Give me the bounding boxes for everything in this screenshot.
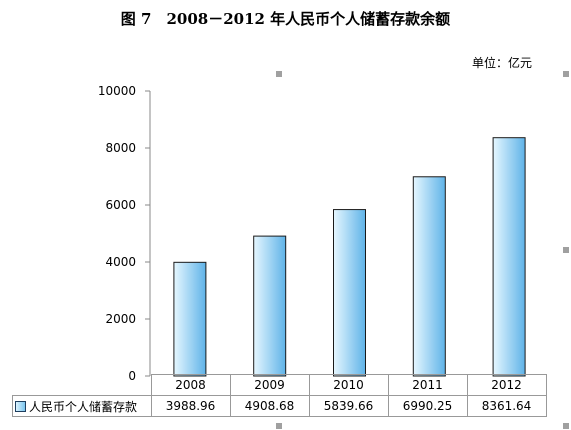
data-value: 5839.66 bbox=[308, 395, 389, 417]
bar-series bbox=[173, 137, 526, 377]
series-name: 人民币个人储蓄存款 bbox=[29, 399, 138, 414]
y-tick-label: 2000 bbox=[105, 312, 136, 326]
resize-handle-right[interactable] bbox=[563, 71, 569, 77]
category-label: 2008 bbox=[150, 374, 231, 396]
data-value: 8361.64 bbox=[466, 395, 547, 417]
y-tick-label: 6000 bbox=[105, 198, 136, 212]
bar-2008 bbox=[173, 261, 207, 377]
bar-2010 bbox=[333, 209, 366, 377]
data-table-header-row: 2008 2009 2010 2011 2012 bbox=[12, 374, 547, 396]
data-value: 6990.25 bbox=[387, 395, 468, 417]
legend-entry: 人民币个人储蓄存款 bbox=[12, 395, 152, 417]
data-value: 4908.68 bbox=[229, 395, 310, 417]
bar-2011 bbox=[412, 176, 446, 377]
unit-label: 单位：亿元 bbox=[472, 56, 533, 70]
legend-key-icon bbox=[15, 400, 26, 412]
chart-title: 图 7 2008－2012 年人民币个人储蓄存款余额 bbox=[120, 10, 451, 28]
y-tick-label: 10000 bbox=[98, 84, 136, 98]
resize-handle-top[interactable] bbox=[276, 71, 282, 77]
category-label: 2012 bbox=[466, 374, 547, 396]
resize-handle-bottom[interactable] bbox=[276, 423, 282, 429]
data-table: 2008 2009 2010 2011 2012 人民币个人储蓄存款 3988.… bbox=[12, 374, 547, 417]
category-label: 2011 bbox=[387, 374, 468, 396]
bar-2009 bbox=[253, 235, 287, 377]
data-table-corner bbox=[12, 374, 152, 396]
category-label: 2009 bbox=[229, 374, 310, 396]
y-tick-label: 4000 bbox=[105, 255, 136, 269]
bar-2012 bbox=[492, 137, 526, 377]
resize-handle-bottom-right[interactable] bbox=[563, 423, 569, 429]
category-label: 2010 bbox=[308, 374, 389, 396]
data-table-row: 人民币个人储蓄存款 3988.96 4908.68 5839.66 6990.2… bbox=[12, 395, 547, 417]
resize-handle-right-middle[interactable] bbox=[563, 247, 569, 253]
data-value: 3988.96 bbox=[150, 395, 231, 417]
y-tick-label: 8000 bbox=[105, 141, 136, 155]
